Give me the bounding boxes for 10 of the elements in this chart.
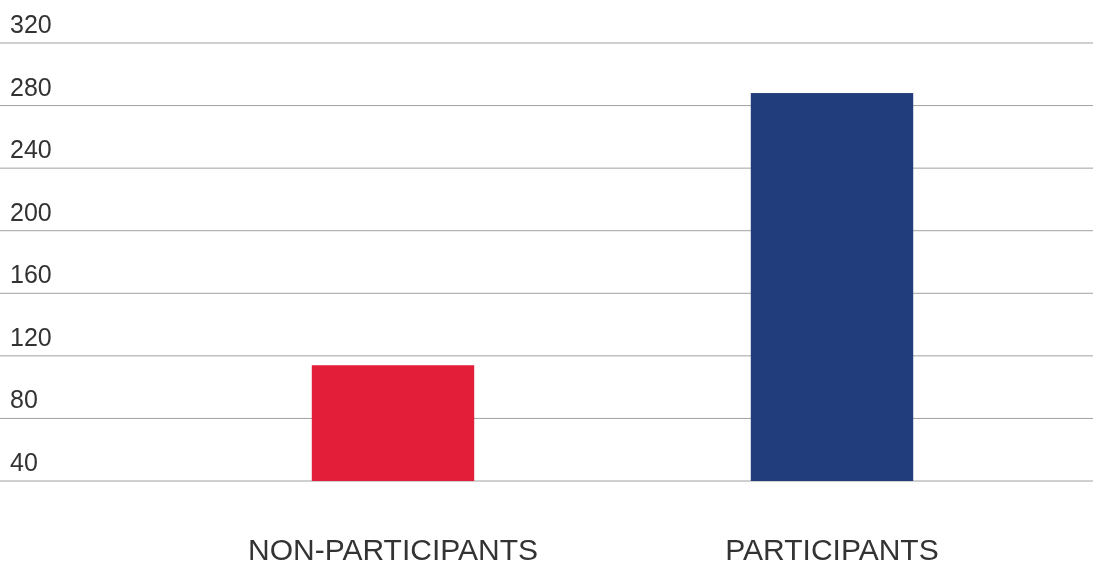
y-tick-label: 120: [10, 322, 52, 351]
y-tick-label: 200: [10, 197, 52, 226]
y-tick-label: 160: [10, 260, 52, 289]
x-tick-label: NON-PARTICIPANTS: [247, 533, 539, 562]
y-tick-label: 320: [10, 10, 52, 38]
y-tick-label: 40: [10, 448, 38, 476]
x-tick-label: PARTICIPANTS: [725, 533, 939, 562]
y-tick-label: 240: [10, 135, 52, 164]
y-tick-label: 80: [10, 385, 38, 414]
y-tick-label: 280: [10, 72, 52, 101]
